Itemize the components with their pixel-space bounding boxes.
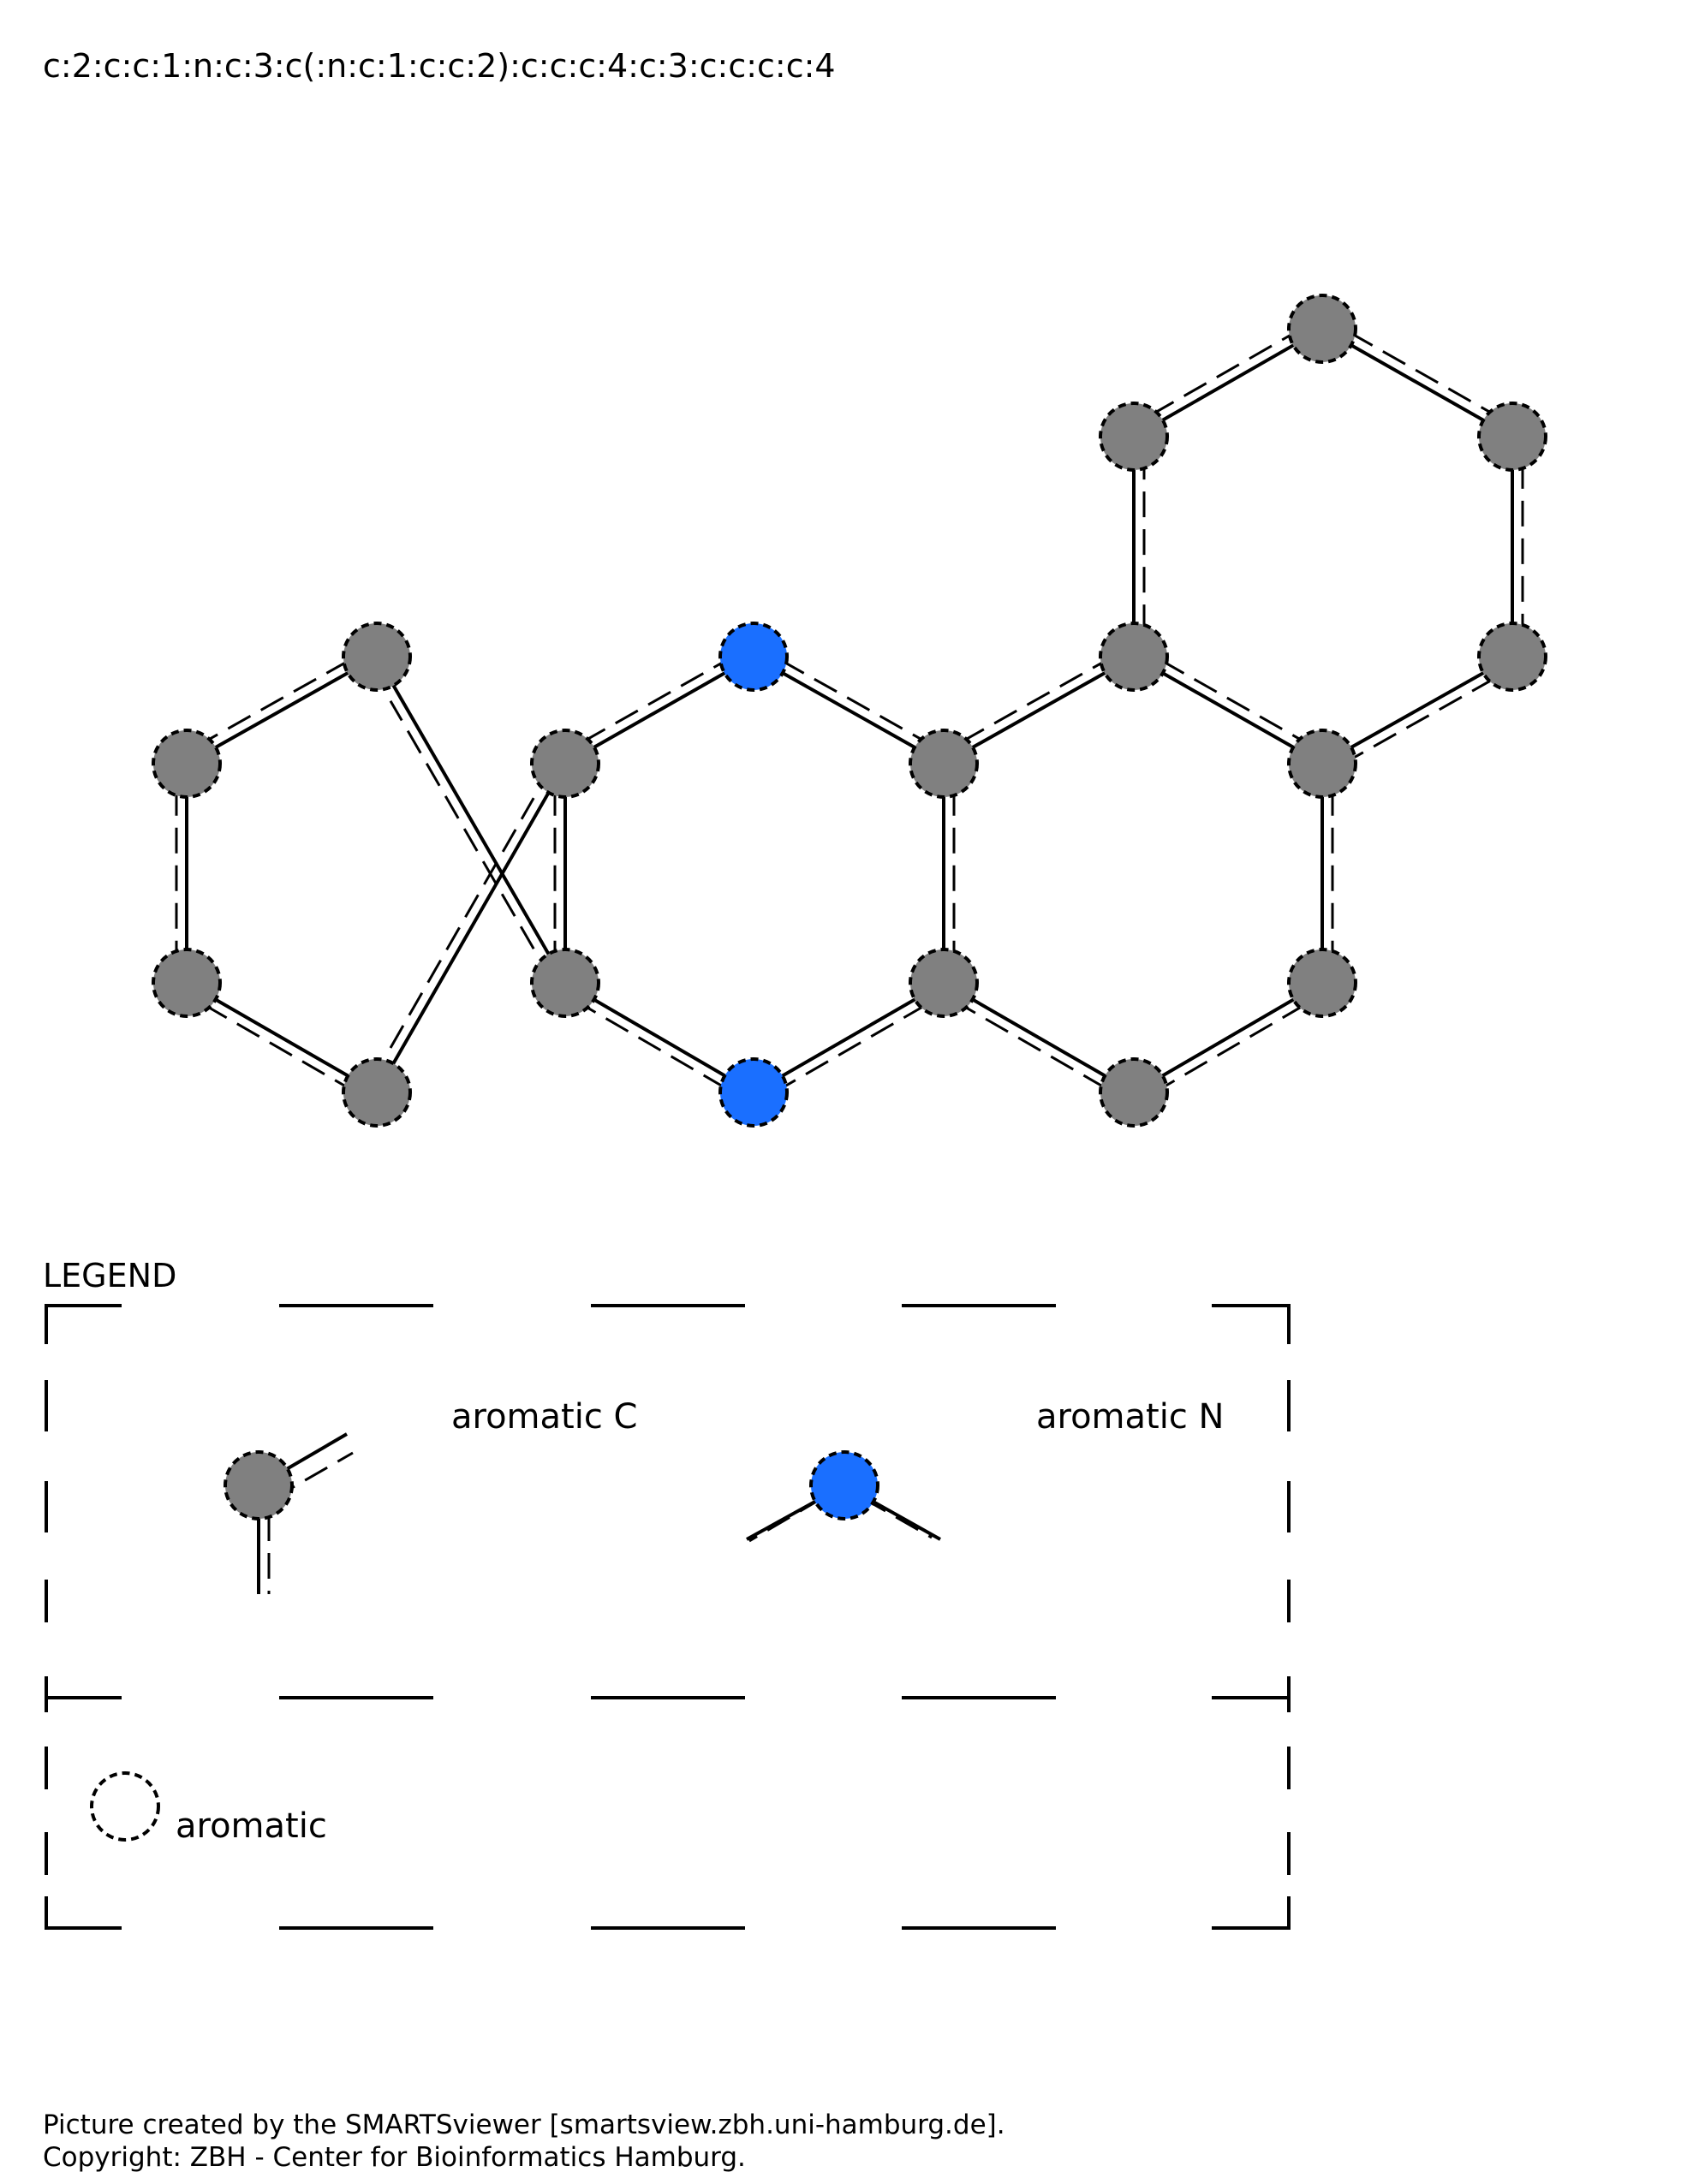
bond-a18-a14: [1321, 655, 1513, 765]
aromatic-bond-dash-a12-a11: [1160, 1003, 1306, 1090]
atom-a16-carbon: [1289, 295, 1356, 362]
atom-a14-carbon: [1289, 730, 1356, 797]
legend-aromatic-c-symbol: [224, 1432, 354, 1594]
aromatic-bond-dash-a3-a4: [389, 797, 535, 1049]
legend-label-aromatic-n: aromatic N: [1036, 1397, 1224, 1437]
atom-a9-aromatic-ring: [909, 729, 979, 799]
atom-a11-aromatic-ring: [1099, 1057, 1169, 1128]
atom-a6-carbon: [343, 623, 410, 690]
atom-a18-carbon: [1479, 623, 1546, 690]
aromatic-bond-dash-a9-a13: [961, 659, 1107, 743]
bond-a16-a17: [1321, 327, 1513, 438]
aromatic-n-atom-sample: [811, 1452, 878, 1519]
atom-a1-aromatic-ring: [152, 729, 222, 799]
atom-a12-aromatic-ring: [1287, 948, 1357, 1018]
bond-a15-a16: [1133, 327, 1323, 438]
legend-box-bottom: [45, 1747, 1291, 1930]
atom-a7-aromatic-ring: [718, 622, 789, 692]
aromatic-bond-dash-a15-a16: [1150, 331, 1296, 416]
aromatic-bond-dash-a6-a1: [204, 659, 350, 743]
atom-a5-carbon: [532, 949, 599, 1016]
legend-label-aromatic-c: aromatic C: [451, 1397, 637, 1437]
atom-a3-aromatic-ring: [342, 1057, 412, 1128]
aromatic-bond-dash-a7-a9: [780, 659, 927, 743]
bond-a2-a3: [186, 981, 378, 1094]
aromatic-bond-dash-a13-a14: [1160, 659, 1306, 743]
atom-a15-carbon: [1100, 403, 1167, 470]
atom-a16-aromatic-ring: [1287, 294, 1357, 364]
atom-a7-nitrogen: [720, 623, 787, 690]
bond-a7-a9: [753, 655, 945, 765]
atom-a14-aromatic-ring: [1287, 729, 1357, 799]
bond-layer: [175, 327, 1524, 1094]
footer-copyright: Copyright: ZBH - Center for Bioinformati…: [43, 2142, 746, 2173]
aromatic-bond-dash-a18-a14: [1349, 677, 1495, 761]
bond-a11-a10: [943, 981, 1135, 1094]
bond-a6-a1: [186, 655, 378, 765]
atom-a2-aromatic-ring: [152, 948, 222, 1018]
bond-a4-a7: [564, 655, 754, 765]
atom-a8-nitrogen: [720, 1059, 787, 1126]
legend-box-top: [45, 1304, 1291, 1622]
aromatic-bond-dash-a10-a8: [780, 1003, 927, 1090]
aromatic-bond-dash-a8-a5: [581, 1003, 727, 1090]
atom-a9-carbon: [910, 730, 977, 797]
legend-title: LEGEND: [43, 1257, 176, 1294]
molecule-structure: [152, 294, 1547, 1128]
legend-box-divider: [45, 1676, 1291, 1712]
atom-a18-aromatic-ring: [1477, 622, 1547, 692]
bond-a5-a6: [375, 655, 567, 985]
atom-a13-aromatic-ring: [1099, 622, 1169, 692]
bond-a8-a5: [563, 981, 755, 1094]
aromatic-c-atom-sample: [225, 1452, 292, 1519]
legend: LEGEND: [43, 1257, 1291, 1930]
atom-a4-aromatic-ring: [530, 729, 600, 799]
bond-a9-a13: [943, 655, 1135, 765]
aromatic-bond-dash-a16-a17: [1349, 331, 1496, 416]
atom-layer: [152, 294, 1547, 1128]
atom-a5-aromatic-ring: [530, 948, 600, 1018]
aromatic-bond-dash-a2-a3: [203, 1003, 350, 1090]
atom-a4-carbon: [532, 730, 599, 797]
footer-credit: Picture created by the SMARTSviewer [sma…: [43, 2110, 1005, 2140]
atom-a3-carbon: [343, 1059, 410, 1126]
aromatic-bond-dash-a11-a10: [960, 1003, 1107, 1090]
atom-a6-aromatic-ring: [342, 622, 412, 692]
bond-a13-a14: [1133, 655, 1323, 765]
aromatic-bond-dash-a5-a6: [389, 699, 535, 950]
legend-label-aromatic: aromatic: [176, 1806, 327, 1846]
legend-aromatic-n-symbol: [746, 1450, 941, 1543]
atom-a17-carbon: [1479, 403, 1546, 470]
atom-a11-carbon: [1100, 1059, 1167, 1126]
atom-a8-aromatic-ring: [718, 1057, 789, 1128]
bond-a10-a8: [753, 981, 945, 1094]
aromatic-bond-dash-a4-a7: [581, 659, 727, 743]
atom-a1-carbon: [153, 730, 220, 797]
aromatic-ring-sample: [90, 1771, 160, 1842]
atom-a13-carbon: [1100, 623, 1167, 690]
smarts-string: c:2:c:c:1:n:c:3:c(:n:c:1:c:c:2):c:c:c:4:…: [43, 47, 836, 85]
atom-a17-aromatic-ring: [1477, 402, 1547, 472]
atom-a2-carbon: [153, 949, 220, 1016]
atom-a10-carbon: [910, 949, 977, 1016]
atom-a12-carbon: [1289, 949, 1356, 1016]
atom-a15-aromatic-ring: [1099, 402, 1169, 472]
bond-a12-a11: [1132, 981, 1324, 1094]
bond-a3-a4: [375, 763, 567, 1093]
atom-a10-aromatic-ring: [909, 948, 979, 1018]
